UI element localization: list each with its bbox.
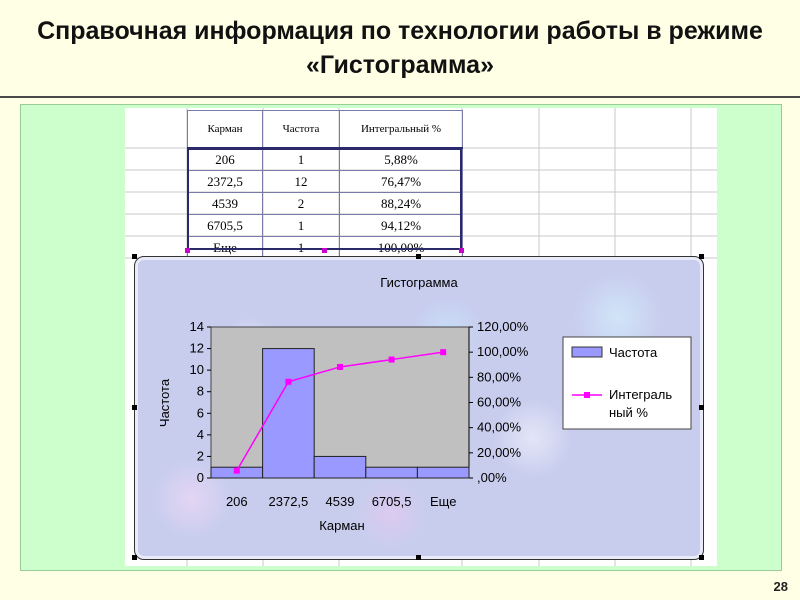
x-tick-label: 6705,5 [372, 494, 412, 509]
bar[interactable] [262, 348, 315, 479]
header-cumulative[interactable]: Интегральный % [339, 110, 463, 149]
y-axis: 0 2 4 6 8 10 12 14 [190, 319, 211, 485]
slide-title: Справочная информация по технологии рабо… [37, 17, 763, 79]
line-point[interactable] [337, 363, 343, 370]
y2-tick-label: ,00% [477, 470, 507, 485]
y-tick-label: 12 [190, 341, 204, 356]
chart-canvas: Гистограмма 0 2 4 6 8 10 12 14 ,00% 20,00% 40,00%… [157, 275, 692, 533]
table-cell[interactable]: 1 [262, 147, 340, 171]
legend-swatch-marker [584, 392, 590, 398]
bar[interactable] [365, 466, 418, 479]
title-divider [0, 96, 800, 98]
chart-resize-handle[interactable] [416, 254, 421, 259]
table-row: Еще 1 100,00% [187, 236, 463, 259]
x-tick-label: 206 [226, 494, 248, 509]
y-tick-label: 4 [197, 427, 204, 442]
selection-handle[interactable] [459, 248, 464, 253]
table-header-row: Карман Частота Интегральный % [187, 110, 463, 149]
line-point[interactable] [440, 349, 447, 356]
y-tick-label: 6 [197, 405, 204, 420]
legend-label-frequency: Частота [609, 345, 658, 360]
legend-label-cumulative-1: Интеграль [609, 387, 672, 402]
chart-resize-handle[interactable] [132, 405, 137, 410]
histogram-chart[interactable]: Гистограмма 0 2 4 6 8 10 12 14 ,00% 20,00% 40,00%… [134, 256, 704, 560]
y-axis-label: Частота [157, 378, 172, 427]
table-cell[interactable]: Еще [187, 236, 263, 259]
x-axis-label: Карман [319, 518, 364, 533]
table-cell[interactable]: 12 [262, 170, 340, 193]
y2-tick-label: 100,00% [477, 344, 529, 359]
y2-tick-label: 120,00% [477, 319, 529, 334]
y2-tick-label: 20,00% [477, 445, 522, 460]
y-tick-label: 8 [197, 384, 204, 399]
frequency-table: Карман Частота Интегральный % 206 1 5,88… [187, 110, 463, 259]
legend-label-cumulative-2: ный % [609, 405, 648, 420]
chart-resize-handle[interactable] [416, 555, 421, 560]
y-tick-label: 10 [190, 362, 204, 377]
y-tick-label: 0 [197, 470, 204, 485]
bar[interactable] [416, 466, 470, 479]
x-tick-label: 4539 [326, 494, 355, 509]
table-cell[interactable]: 6705,5 [187, 214, 263, 237]
y2-tick-label: 60,00% [477, 395, 522, 410]
table-cell[interactable]: 5,88% [339, 147, 463, 171]
y2-tick-label: 40,00% [477, 420, 522, 435]
chart-resize-handle[interactable] [699, 254, 704, 259]
table-cell[interactable]: 206 [187, 147, 263, 171]
chart-resize-handle[interactable] [699, 405, 704, 410]
table-row: 2372,5 12 76,47% [187, 170, 463, 193]
table-row: 206 1 5,88% [187, 147, 463, 171]
y2-tick-label: 80,00% [477, 369, 522, 384]
x-tick-label: Еще [430, 494, 456, 509]
table-row: 4539 2 88,24% [187, 192, 463, 215]
header-frequency[interactable]: Частота [262, 110, 340, 149]
table-cell[interactable]: 2 [262, 192, 340, 215]
table-cell[interactable]: 1 [262, 214, 340, 237]
line-point[interactable] [233, 467, 240, 474]
plot-area [210, 326, 470, 479]
selection-handle[interactable] [185, 248, 190, 253]
table-row: 6705,5 1 94,12% [187, 214, 463, 237]
chart-resize-handle[interactable] [132, 555, 137, 560]
table-cell[interactable]: 76,47% [339, 170, 463, 193]
selection-handle[interactable] [322, 248, 327, 253]
y-tick-label: 14 [190, 319, 204, 334]
table-cell[interactable]: 88,24% [339, 192, 463, 215]
table-cell[interactable]: 4539 [187, 192, 263, 215]
legend-swatch-bar [571, 346, 603, 358]
table-cell[interactable]: 94,12% [339, 214, 463, 237]
line-series [233, 349, 447, 474]
chart-legend[interactable]: Частота Интеграль ный % [562, 336, 692, 430]
x-tick-label: 2372,5 [269, 494, 309, 509]
line-point[interactable] [285, 378, 292, 385]
y-tick-label: 2 [197, 448, 204, 463]
bar[interactable] [313, 455, 367, 479]
chart-resize-handle[interactable] [132, 254, 137, 259]
page-number: 28 [773, 579, 788, 594]
secondary-y-axis: ,00% 20,00% 40,00% 60,00% 80,00% 100,00% 120,0… [468, 319, 529, 485]
header-pocket[interactable]: Карман [187, 110, 263, 149]
table-cell[interactable]: 2372,5 [187, 170, 263, 193]
x-axis: 206 2372,5 4539 6705,5 Еще [226, 494, 456, 509]
chart-title: Гистограмма [380, 275, 458, 290]
chart-resize-handle[interactable] [699, 555, 704, 560]
line-point[interactable] [388, 356, 395, 363]
